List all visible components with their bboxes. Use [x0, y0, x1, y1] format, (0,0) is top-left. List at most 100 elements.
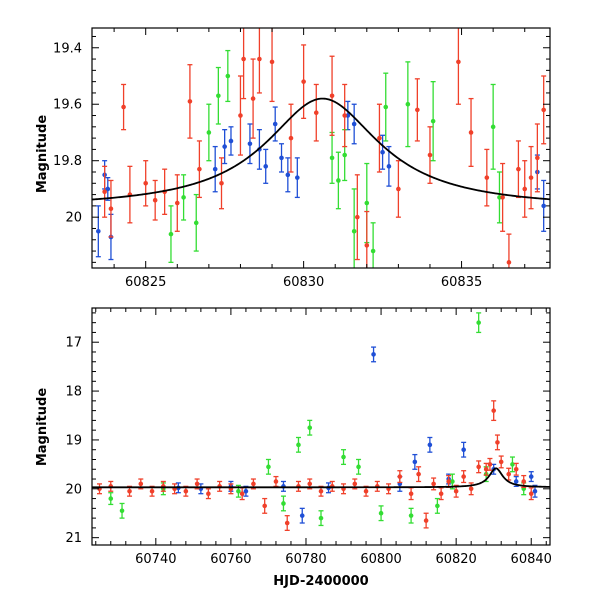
bottom-point [235, 484, 241, 498]
top-point [206, 103, 212, 162]
top-point [187, 64, 193, 139]
top-point [496, 171, 502, 224]
top-point [345, 100, 351, 131]
top-point [506, 233, 512, 268]
top-point [127, 165, 133, 224]
bottom-series-0 [175, 346, 538, 524]
bottom-point [318, 510, 324, 527]
bottom-point [280, 495, 286, 512]
bottom-point [356, 458, 362, 475]
top-point [222, 128, 228, 165]
top-point [430, 80, 436, 162]
top-point [376, 103, 382, 173]
top-x-tick-label: 60825 [125, 275, 166, 290]
bottom-point [378, 505, 384, 522]
bottom-y-tick-label: 20 [65, 482, 82, 497]
bottom-point [491, 400, 497, 422]
bottom-point [506, 467, 512, 481]
top-point [241, 28, 247, 100]
bottom-point [427, 436, 433, 453]
top-point [181, 174, 187, 221]
top-axes: 60825 60830 60835 19.4 19.6 19.8 20 [53, 27, 551, 290]
top-point [468, 97, 474, 168]
bottom-point [250, 478, 256, 490]
bottom-point [108, 492, 114, 506]
top-y-tick-label: 20 [65, 211, 82, 226]
bottom-point [341, 483, 347, 495]
top-point [212, 145, 218, 193]
bottom-point [341, 449, 347, 466]
top-frame [91, 27, 551, 269]
bottom-point [371, 346, 377, 363]
top-point [500, 162, 506, 232]
bottom-panel: 60740 60760 60780 60800 60820 60840 17 18 19 20 21… [35, 307, 552, 589]
bottom-series-1 [108, 312, 527, 527]
top-point [215, 66, 221, 125]
top-point [279, 143, 285, 173]
bottom-point [434, 497, 440, 514]
top-point [193, 193, 199, 252]
top-series-1 [168, 49, 502, 268]
top-point [95, 205, 101, 258]
bottom-model-curve [92, 467, 550, 489]
bottom-point [108, 480, 114, 492]
top-point [225, 49, 231, 103]
bottom-point [119, 502, 125, 519]
bottom-axes: 60740 60760 60780 60800 60820 60840 17 18 19 20 21 [65, 307, 552, 567]
top-point [108, 179, 114, 238]
bottom-point [476, 460, 482, 474]
top-point [383, 72, 389, 142]
bottom-point [408, 507, 414, 524]
top-point [196, 140, 202, 199]
top-point [329, 131, 335, 184]
bottom-point [513, 462, 519, 476]
bottom-y-tick-label: 19 [65, 433, 82, 448]
bottom-point [476, 312, 482, 334]
bottom-y-tick-label: 21 [65, 531, 82, 546]
top-point [354, 174, 360, 261]
bottom-point [397, 470, 403, 484]
top-point [294, 157, 300, 199]
bottom-point [412, 453, 418, 470]
top-point [490, 83, 496, 170]
bottom-x-tick-label: 60800 [360, 552, 401, 567]
bottom-x-axis-title: HJD-2400000 [273, 574, 368, 589]
top-point [174, 174, 180, 232]
top-point [152, 179, 158, 221]
top-point [405, 61, 411, 148]
top-point [329, 55, 335, 136]
top-point [522, 160, 528, 218]
top-point [272, 106, 278, 142]
top-point [515, 140, 521, 199]
bottom-point [273, 475, 279, 488]
bottom-point [307, 419, 313, 436]
bottom-point [265, 458, 271, 475]
top-point [534, 123, 540, 193]
top-point [143, 160, 149, 207]
bottom-point [483, 462, 489, 476]
bottom-point [498, 455, 504, 469]
bottom-plot-area [92, 312, 550, 531]
bottom-point [299, 507, 305, 524]
bottom-point [416, 466, 422, 483]
top-series-0 [95, 100, 547, 261]
bottom-point [423, 512, 429, 529]
top-point [102, 165, 108, 218]
top-point [342, 83, 348, 148]
top-point [256, 28, 262, 94]
bottom-x-tick-label: 60740 [135, 552, 176, 567]
bottom-point [239, 487, 245, 501]
top-point [263, 148, 269, 184]
top-x-tick-label: 60835 [441, 275, 482, 290]
bottom-point [528, 471, 534, 483]
top-point [351, 103, 357, 145]
top-panel: 60825 60830 60835 19.4 19.6 19.8 20 Magnitude [35, 27, 551, 290]
top-x-tick-label: 60830 [283, 275, 324, 290]
top-point [395, 160, 401, 218]
bottom-point [280, 480, 286, 492]
bottom-y-tick-label: 17 [65, 336, 82, 351]
bottom-point [205, 488, 211, 500]
bottom-point [284, 515, 290, 531]
bottom-point [408, 487, 414, 501]
top-point [313, 83, 319, 142]
